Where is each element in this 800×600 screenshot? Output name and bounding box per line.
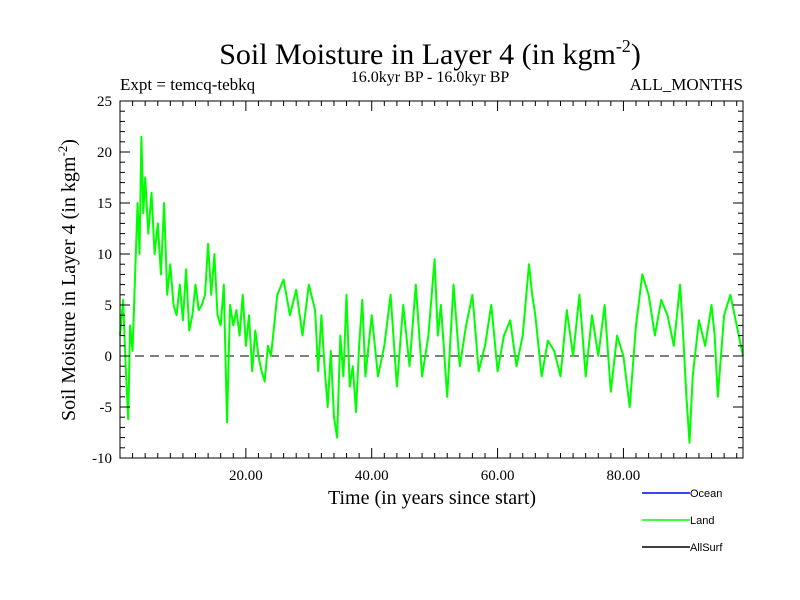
series-line-land <box>119 135 744 444</box>
x-tick-label: 40.00 <box>355 468 389 484</box>
x-tick-label: 80.00 <box>607 468 641 484</box>
chart-subtitle: 16.0kyr BP - 16.0kyr BP <box>351 69 510 86</box>
y-axis-label: Soil Moisture in Layer 4 (in kgm-2) <box>55 139 80 421</box>
y-tick-label: 0 <box>105 349 113 365</box>
legend-label-ocean: Ocean <box>690 488 722 500</box>
legend-label-land: Land <box>690 515 714 527</box>
y-tick-label: 10 <box>97 247 112 263</box>
plot-frame <box>119 100 744 459</box>
months-label: ALL_MONTHS <box>630 75 743 94</box>
tick-labels-group: -10 -5 0 5 10 15 20 25 20.00 40.00 60.00 80.00 <box>92 94 640 484</box>
x-tick-label: 20.00 <box>229 468 263 484</box>
ticks-group <box>120 100 743 459</box>
y-tick-label: -5 <box>100 400 113 416</box>
legend: Ocean Land AllSurf <box>642 488 723 554</box>
legend-label-allsurf: AllSurf <box>690 542 723 554</box>
x-tick-label: 60.00 <box>481 468 515 484</box>
y-tick-label: 20 <box>97 145 112 161</box>
y-tick-label: 15 <box>97 196 112 212</box>
x-axis-label: Time (in years since start) <box>328 487 536 509</box>
y-tick-label: -10 <box>92 451 112 467</box>
y-tick-label: 25 <box>97 94 112 110</box>
series-group <box>119 135 744 444</box>
chart-title: Soil Moisture in Layer 4 (in kgm-2) <box>219 36 641 71</box>
experiment-label: Expt = temcq-tebkq <box>120 75 256 94</box>
y-tick-label: 5 <box>105 298 113 314</box>
